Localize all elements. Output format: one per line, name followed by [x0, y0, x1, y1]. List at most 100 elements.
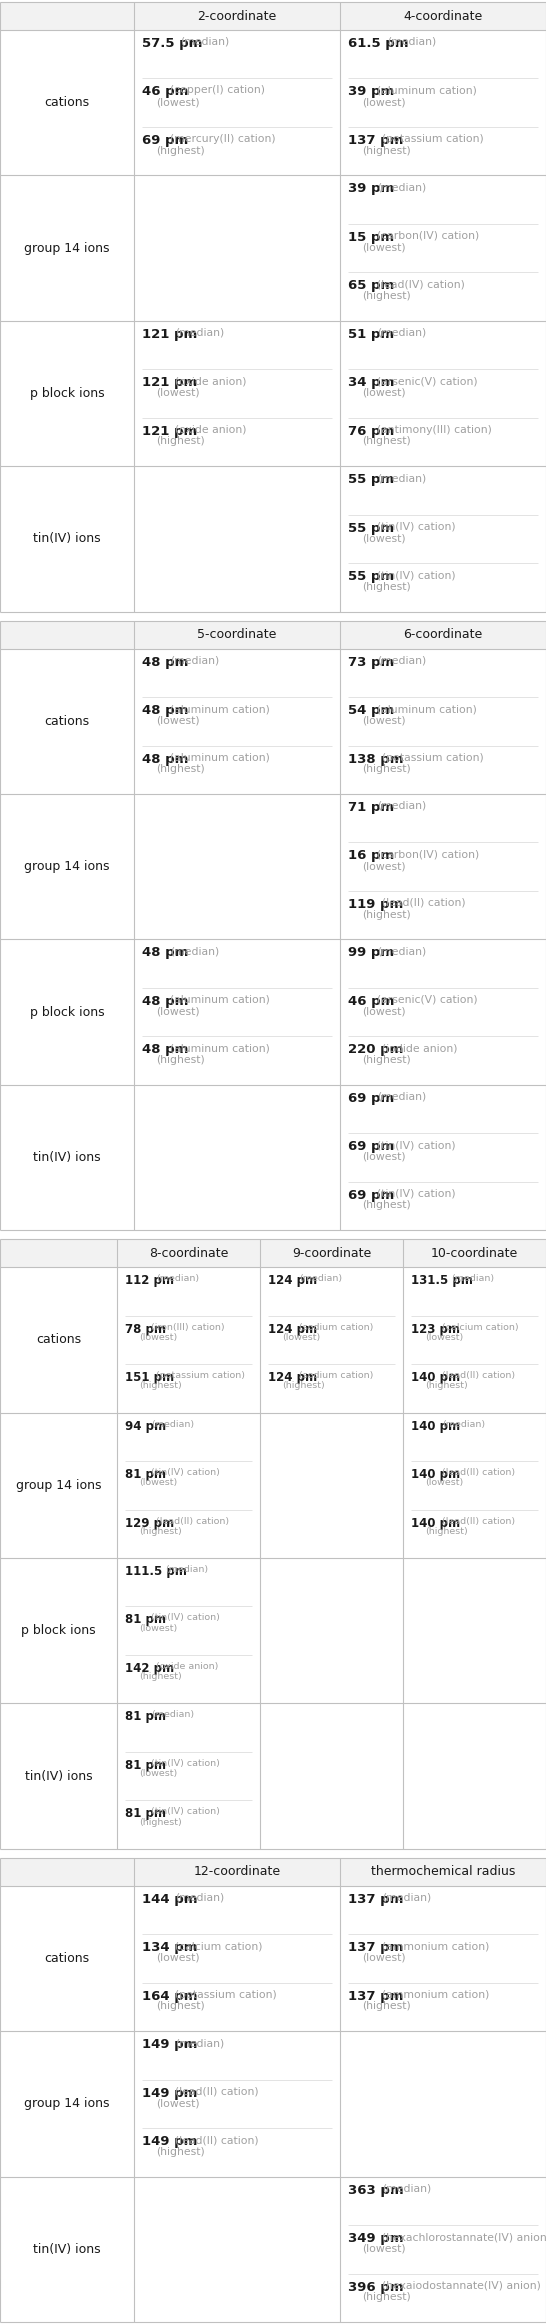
- Text: 48 pm: 48 pm: [142, 946, 188, 960]
- Text: (median): (median): [387, 37, 436, 46]
- Text: (lowest): (lowest): [156, 2099, 199, 2108]
- Text: (lead(II) cation): (lead(II) cation): [175, 2136, 259, 2145]
- Text: 94 pm: 94 pm: [126, 1420, 167, 1432]
- Text: 48 pm: 48 pm: [142, 995, 188, 1009]
- Text: (calcium cation): (calcium cation): [175, 1941, 263, 1952]
- Text: (lead(II) cation): (lead(II) cation): [442, 1518, 515, 1525]
- Text: (potassium cation): (potassium cation): [382, 135, 484, 144]
- Text: (lowest): (lowest): [156, 98, 199, 107]
- Text: (highest): (highest): [139, 1527, 182, 1536]
- Text: (lowest): (lowest): [362, 1153, 406, 1162]
- Text: (arsenic(V) cation): (arsenic(V) cation): [377, 995, 478, 1004]
- Text: 57.5 pm: 57.5 pm: [142, 37, 202, 51]
- Text: (tin(IV) cation): (tin(IV) cation): [377, 1141, 455, 1150]
- Text: 65 pm: 65 pm: [348, 279, 394, 293]
- Text: (arsenic(V) cation): (arsenic(V) cation): [377, 376, 478, 386]
- Text: (highest): (highest): [156, 146, 205, 156]
- Text: (lowest): (lowest): [362, 98, 406, 107]
- Text: (highest): (highest): [362, 581, 411, 593]
- Text: thermochemical radius: thermochemical radius: [371, 1866, 515, 1878]
- Text: (median): (median): [377, 946, 426, 957]
- Text: (copper(I) cation): (copper(I) cation): [170, 86, 265, 95]
- Text: (carbon(IV) cation): (carbon(IV) cation): [377, 851, 479, 860]
- Text: 149 pm: 149 pm: [142, 2038, 197, 2052]
- Text: 4-coordinate: 4-coordinate: [403, 9, 483, 23]
- Text: (antimony(III) cation): (antimony(III) cation): [377, 425, 492, 435]
- Text: 81 pm: 81 pm: [126, 1808, 167, 1820]
- Text: (highest): (highest): [362, 909, 411, 920]
- Text: (tin(IV) cation): (tin(IV) cation): [151, 1808, 221, 1817]
- Text: 81 pm: 81 pm: [126, 1759, 167, 1771]
- Text: (median): (median): [170, 655, 219, 665]
- Text: 129 pm: 129 pm: [126, 1518, 175, 1529]
- Text: 46 pm: 46 pm: [142, 86, 188, 98]
- Text: (median): (median): [382, 2185, 431, 2194]
- Text: 5-coordinate: 5-coordinate: [197, 627, 277, 641]
- Text: (lowest): (lowest): [362, 2243, 406, 2254]
- Text: (lowest): (lowest): [362, 862, 406, 872]
- Text: tin(IV) ions: tin(IV) ions: [33, 2243, 100, 2257]
- Text: 48 pm: 48 pm: [142, 704, 188, 718]
- Bar: [0, 1857, 546, 2322]
- Text: 140 pm: 140 pm: [412, 1518, 461, 1529]
- Text: (lowest): (lowest): [362, 388, 406, 397]
- Text: 81 pm: 81 pm: [126, 1613, 167, 1627]
- Text: 121 pm: 121 pm: [142, 425, 197, 437]
- Text: (median): (median): [180, 37, 230, 46]
- Text: 61.5 pm: 61.5 pm: [348, 37, 408, 51]
- Text: (ammonium cation): (ammonium cation): [382, 1989, 489, 1999]
- Text: (highest): (highest): [156, 1055, 205, 1064]
- Text: 140 pm: 140 pm: [412, 1420, 461, 1432]
- Text: 164 pm: 164 pm: [142, 1989, 197, 2003]
- Text: cations: cations: [44, 1952, 90, 1966]
- Text: 137 pm: 137 pm: [348, 1989, 403, 2003]
- Text: (highest): (highest): [362, 1055, 411, 1064]
- Bar: [0, 1857, 546, 1885]
- Text: 78 pm: 78 pm: [126, 1322, 167, 1336]
- Text: 131.5 pm: 131.5 pm: [412, 1274, 473, 1287]
- Text: (lowest): (lowest): [282, 1334, 321, 1341]
- Text: 349 pm: 349 pm: [348, 2231, 403, 2245]
- Text: (median): (median): [151, 1420, 194, 1429]
- Text: (sodium cation): (sodium cation): [299, 1322, 373, 1332]
- Text: (aluminum cation): (aluminum cation): [170, 704, 270, 713]
- Text: (median): (median): [165, 1564, 208, 1573]
- Text: cations: cations: [36, 1334, 81, 1346]
- Text: 39 pm: 39 pm: [348, 86, 394, 98]
- Text: (lead(II) cation): (lead(II) cation): [442, 1371, 515, 1380]
- Text: 69 pm: 69 pm: [142, 135, 188, 146]
- Text: (aluminum cation): (aluminum cation): [377, 704, 477, 713]
- Text: (median): (median): [151, 1710, 194, 1720]
- Text: (tin(IV) cation): (tin(IV) cation): [151, 1469, 221, 1478]
- Text: 123 pm: 123 pm: [412, 1322, 460, 1336]
- Text: 137 pm: 137 pm: [348, 1941, 403, 1954]
- Text: (median): (median): [156, 1274, 199, 1283]
- Text: (highest): (highest): [156, 437, 205, 446]
- Text: (tin(IV) cation): (tin(IV) cation): [377, 521, 455, 532]
- Text: (lowest): (lowest): [425, 1478, 464, 1487]
- Text: 220 pm: 220 pm: [348, 1043, 403, 1057]
- Text: (potassium cation): (potassium cation): [156, 1371, 245, 1380]
- Text: (aluminum cation): (aluminum cation): [170, 995, 270, 1004]
- Text: (lowest): (lowest): [139, 1769, 177, 1778]
- Text: 48 pm: 48 pm: [142, 655, 188, 669]
- Text: (lead(II) cation): (lead(II) cation): [175, 2087, 259, 2096]
- Text: 111.5 pm: 111.5 pm: [126, 1564, 187, 1578]
- Text: 69 pm: 69 pm: [348, 1092, 394, 1104]
- Text: (median): (median): [377, 181, 426, 193]
- Text: 73 pm: 73 pm: [348, 655, 394, 669]
- Text: (iron(III) cation): (iron(III) cation): [151, 1322, 225, 1332]
- Text: (median): (median): [175, 1892, 224, 1903]
- Text: 51 pm: 51 pm: [348, 328, 394, 342]
- Text: p block ions: p block ions: [29, 1006, 104, 1018]
- Text: (lowest): (lowest): [362, 242, 406, 253]
- Text: (oxide anion): (oxide anion): [175, 425, 247, 435]
- Text: (lowest): (lowest): [362, 716, 406, 725]
- Text: (lead(II) cation): (lead(II) cation): [156, 1518, 229, 1525]
- Text: (median): (median): [170, 946, 219, 957]
- Bar: [0, 621, 546, 648]
- Text: 55 pm: 55 pm: [348, 521, 394, 535]
- Text: (highest): (highest): [156, 765, 205, 774]
- Text: 121 pm: 121 pm: [142, 328, 197, 342]
- Text: 134 pm: 134 pm: [142, 1941, 197, 1954]
